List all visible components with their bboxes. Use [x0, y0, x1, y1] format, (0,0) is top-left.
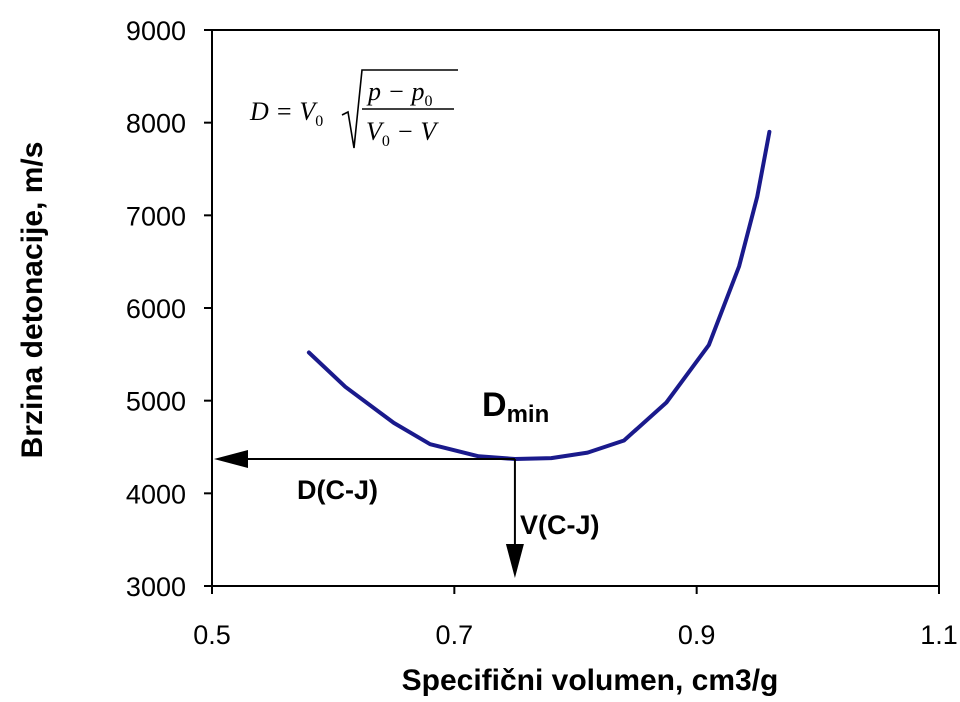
y-tick-label: 6000 [126, 294, 186, 324]
d-cj-arrow [214, 450, 515, 469]
series-line [306, 129, 772, 461]
v-cj-label: V(C-J) [520, 510, 600, 540]
svg-text:V0 − V: V0 − V [366, 117, 439, 150]
formula: D = V0 p − p0 V0 − V [249, 69, 458, 150]
x-tick-label: 0.5 [193, 620, 231, 650]
y-tick-label: 8000 [126, 109, 186, 139]
x-axis-title: Specifični volumen, cm3/g [402, 664, 779, 697]
v-cj-arrow [505, 459, 524, 578]
d-cj-label: D(C-J) [297, 475, 378, 505]
y-tick-label: 4000 [126, 479, 186, 509]
y-tick-label: 5000 [126, 387, 186, 417]
y-tick-label: 3000 [126, 572, 186, 602]
left-arrow-icon [214, 450, 248, 469]
y-axis-ticks: 3000 4000 5000 6000 7000 8000 9000 [126, 16, 212, 602]
x-tick-label: 0.9 [678, 620, 716, 650]
x-axis-ticks: 0.5 0.7 0.9 1.1 [193, 586, 958, 650]
y-tick-label: 7000 [126, 201, 186, 231]
svg-text:D = V0: D = V0 [249, 97, 323, 130]
y-axis-title: Brzina detonacije, m/s [16, 142, 49, 459]
d-min-label: Dmin [482, 386, 549, 428]
svg-text:p − p0: p − p0 [366, 77, 433, 110]
x-tick-label: 0.7 [436, 620, 474, 650]
x-tick-label: 1.1 [920, 620, 958, 650]
down-arrow-icon [505, 544, 524, 578]
y-tick-label: 9000 [126, 16, 186, 46]
